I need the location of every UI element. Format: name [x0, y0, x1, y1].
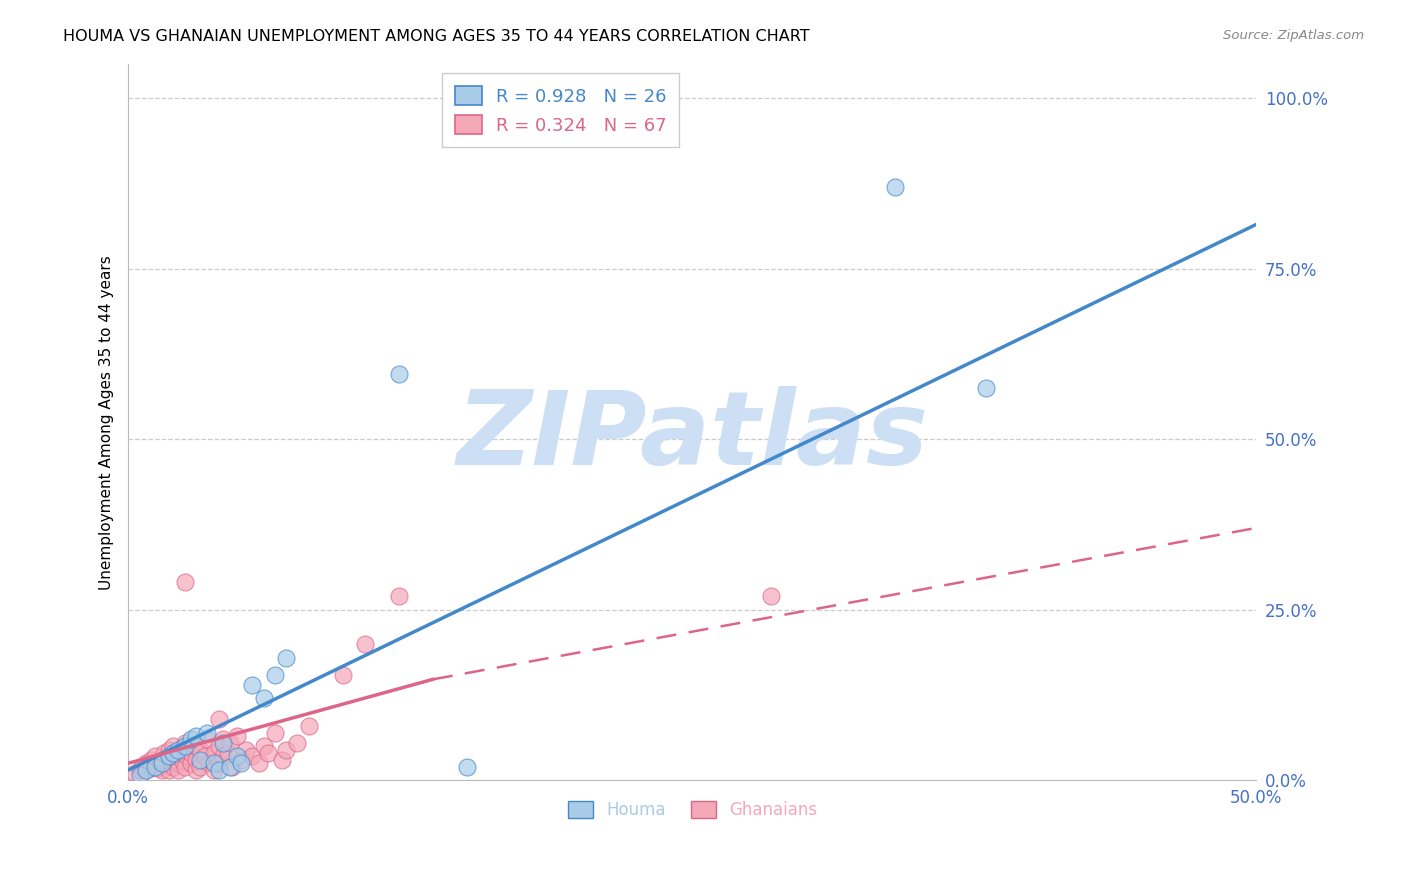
Point: [264, 725, 287, 739]
Point: [157, 753, 180, 767]
Point: [207, 739, 229, 754]
Point: [761, 589, 783, 603]
Point: [173, 759, 195, 773]
Point: [172, 753, 194, 767]
Point: [162, 746, 184, 760]
Point: [388, 368, 411, 382]
Point: [884, 179, 907, 194]
Legend: Houma, Ghanaians: Houma, Ghanaians: [561, 794, 824, 826]
Point: [131, 759, 153, 773]
Point: [198, 756, 221, 771]
Point: [143, 759, 166, 773]
Point: [240, 749, 263, 764]
Point: [225, 729, 247, 743]
Point: [146, 761, 169, 775]
Point: [157, 749, 180, 764]
Point: [184, 763, 207, 777]
Point: [218, 759, 240, 773]
Point: [153, 746, 176, 760]
Point: [124, 766, 146, 780]
Point: [253, 739, 276, 754]
Point: [212, 736, 235, 750]
Point: [388, 589, 411, 603]
Point: [276, 650, 298, 665]
Point: [143, 756, 166, 771]
Point: [240, 678, 263, 692]
Point: [162, 749, 184, 764]
Point: [149, 758, 172, 772]
Point: [135, 756, 157, 771]
Point: [202, 763, 225, 777]
Point: [354, 637, 377, 651]
Point: [218, 736, 240, 750]
Point: [135, 763, 157, 777]
Point: [173, 575, 195, 590]
Point: [217, 746, 239, 760]
Point: [184, 729, 207, 743]
Point: [157, 763, 180, 777]
Point: [332, 667, 354, 681]
Point: [173, 739, 195, 754]
Point: [167, 742, 190, 756]
Point: [128, 763, 150, 777]
Point: [184, 753, 207, 767]
Point: [167, 746, 190, 760]
Point: [212, 749, 235, 764]
Point: [456, 759, 478, 773]
Point: [167, 756, 190, 771]
Point: [235, 742, 257, 756]
Point: [195, 725, 218, 739]
Point: [229, 753, 252, 767]
Point: [270, 753, 292, 767]
Point: [298, 719, 321, 733]
Point: [184, 739, 207, 754]
Point: [167, 763, 190, 777]
Point: [150, 753, 173, 767]
Point: [195, 732, 218, 747]
Y-axis label: Unemployment Among Ages 35 to 44 years: Unemployment Among Ages 35 to 44 years: [100, 255, 114, 590]
Point: [207, 756, 229, 771]
Point: [194, 749, 217, 764]
Text: Source: ZipAtlas.com: Source: ZipAtlas.com: [1223, 29, 1364, 42]
Point: [162, 759, 184, 773]
Point: [143, 749, 166, 764]
Point: [150, 756, 173, 771]
Point: [287, 736, 309, 750]
Point: [247, 756, 270, 771]
Point: [162, 739, 184, 754]
Point: [212, 732, 235, 747]
Point: [135, 763, 157, 777]
Point: [190, 742, 212, 756]
Point: [190, 759, 212, 773]
Point: [180, 756, 202, 771]
Point: [253, 691, 276, 706]
Point: [202, 756, 225, 771]
Text: ZIPatlas: ZIPatlas: [457, 386, 928, 487]
Point: [190, 753, 212, 767]
Point: [202, 746, 225, 760]
Point: [150, 753, 173, 767]
Point: [180, 746, 202, 760]
Point: [974, 381, 997, 395]
Point: [173, 736, 195, 750]
Point: [180, 732, 202, 747]
Point: [264, 667, 287, 681]
Point: [172, 742, 194, 756]
Point: [128, 768, 150, 782]
Point: [229, 756, 252, 771]
Point: [176, 749, 198, 764]
Point: [207, 763, 229, 777]
Point: [225, 749, 247, 764]
Point: [139, 753, 162, 767]
Point: [207, 712, 229, 726]
Point: [153, 756, 176, 771]
Point: [139, 761, 162, 775]
Point: [221, 759, 243, 773]
Text: HOUMA VS GHANAIAN UNEMPLOYMENT AMONG AGES 35 TO 44 YEARS CORRELATION CHART: HOUMA VS GHANAIAN UNEMPLOYMENT AMONG AGE…: [63, 29, 810, 44]
Point: [150, 763, 173, 777]
Point: [157, 742, 180, 756]
Point: [257, 746, 280, 760]
Point: [276, 742, 298, 756]
